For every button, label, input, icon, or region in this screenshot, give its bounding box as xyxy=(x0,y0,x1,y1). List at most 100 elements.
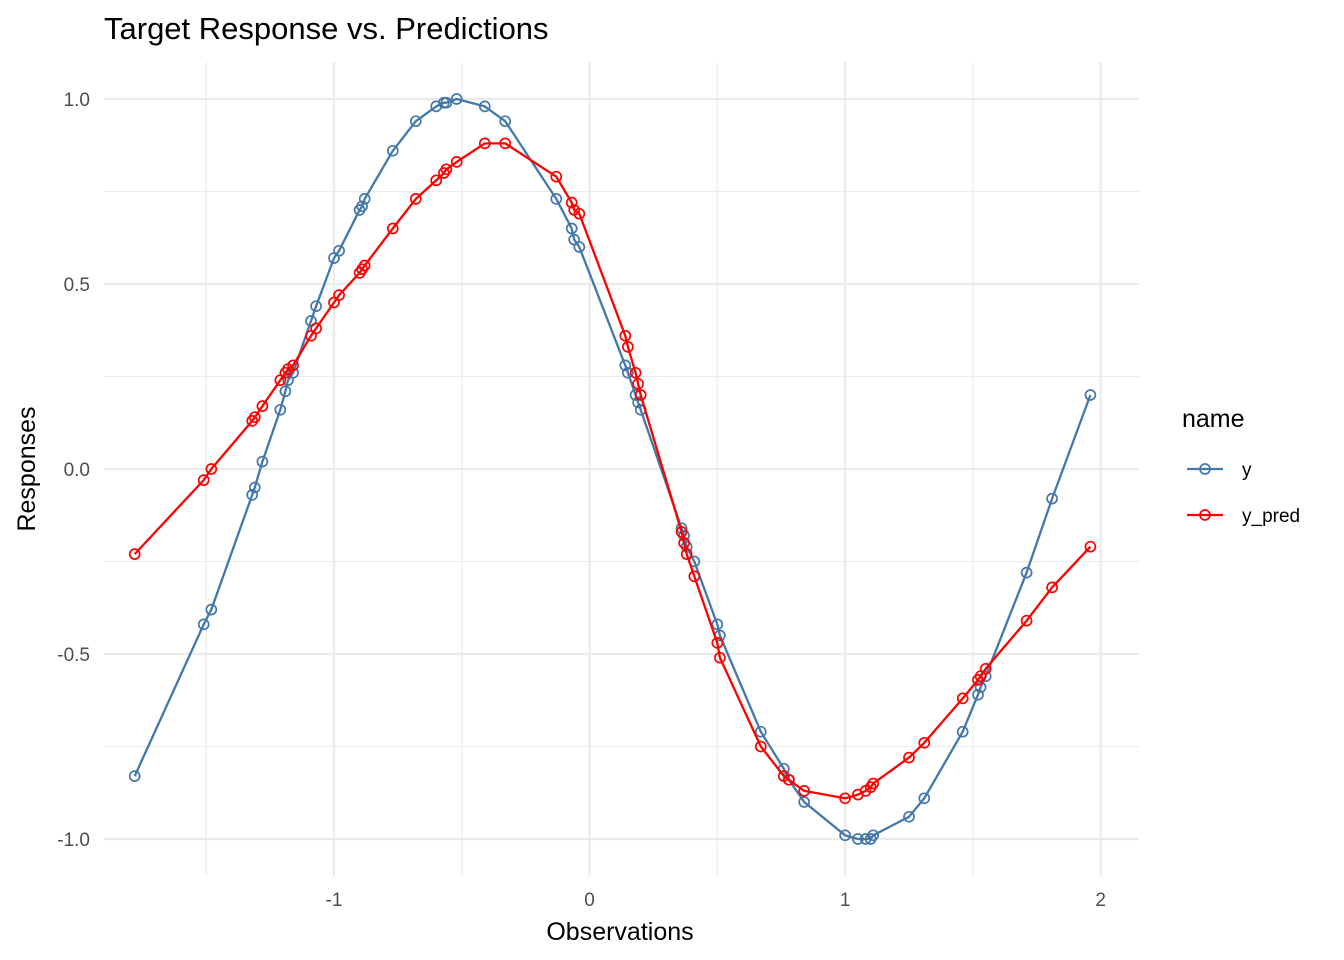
data-point-y_pred xyxy=(783,773,795,786)
x-tick-label: 1 xyxy=(840,890,851,911)
y-tick-label: -0.5 xyxy=(57,645,90,666)
data-point-y_pred xyxy=(409,193,422,205)
data-point-y xyxy=(358,193,371,205)
data-point-y_pred xyxy=(248,411,261,424)
data-point-y xyxy=(619,359,632,372)
data-point-y_pred xyxy=(440,163,453,176)
data-point-y xyxy=(450,93,463,105)
data-point-y_pred xyxy=(499,137,512,150)
data-point-y_pred xyxy=(386,222,399,235)
data-point-y_pred xyxy=(622,341,634,353)
data-point-y xyxy=(409,115,422,128)
data-point-y_pred xyxy=(839,792,851,805)
y-axis-ticks: -1.0 -0.5 0.0 0.5 1.0 xyxy=(57,90,90,851)
y-tick-label: 1.0 xyxy=(64,90,90,111)
x-tick-label: -1 xyxy=(326,890,343,911)
y-tick-label: -1.0 xyxy=(57,830,90,851)
data-point-y xyxy=(1020,566,1033,579)
data-point-y_pred xyxy=(197,474,210,486)
data-point-y_pred xyxy=(1020,614,1033,627)
data-point-y_pred xyxy=(205,463,218,475)
data-point-y_pred xyxy=(619,329,632,342)
data-point-y xyxy=(798,796,811,808)
data-point-y xyxy=(903,810,915,823)
legend-key-point xyxy=(1199,463,1211,475)
y-axis-title: Responses xyxy=(13,406,41,531)
data-point-y xyxy=(499,115,512,128)
x-axis-title: Observations xyxy=(546,918,693,946)
y-tick-label: 0.0 xyxy=(64,460,90,481)
data-point-y xyxy=(356,200,368,213)
data-point-y_pred xyxy=(680,548,693,560)
data-point-y_pred xyxy=(867,777,880,790)
legend-label: y xyxy=(1242,460,1252,481)
data-point-y_pred xyxy=(128,548,141,560)
data-point-y xyxy=(972,688,984,701)
data-point-y xyxy=(310,300,322,313)
data-point-y xyxy=(440,96,453,109)
data-point-y xyxy=(248,481,261,494)
data-point-y xyxy=(550,193,563,205)
data-point-y xyxy=(1046,492,1058,505)
data-point-y_pred xyxy=(903,751,915,764)
data-point-y xyxy=(839,829,851,842)
legend-title: name xyxy=(1182,405,1245,433)
data-point-y_pred xyxy=(478,137,491,150)
legend-label: y_pred xyxy=(1242,506,1300,527)
data-point-y_pred xyxy=(632,378,644,390)
data-point-y_pred xyxy=(688,570,701,583)
data-point-y_pred xyxy=(714,651,726,664)
data-point-y xyxy=(197,618,210,631)
data-point-y xyxy=(1084,389,1097,401)
data-point-y xyxy=(386,144,399,157)
data-point-y_pred xyxy=(634,389,647,401)
data-point-y_pred xyxy=(1046,581,1058,594)
x-tick-label: 0 xyxy=(584,890,595,911)
data-point-y xyxy=(711,618,724,631)
data-point-y xyxy=(256,455,269,468)
data-point-y_pred xyxy=(287,359,299,372)
data-point-y xyxy=(128,770,141,782)
chart-title: Target Response vs. Predictions xyxy=(104,11,549,46)
series-line-y_pred xyxy=(133,142,1092,800)
data-point-y xyxy=(279,385,292,398)
grid-lines xyxy=(104,62,1139,876)
x-axis-ticks: -1 0 1 2 xyxy=(326,890,1106,911)
data-point-y xyxy=(754,725,767,738)
data-point-y xyxy=(573,241,586,253)
data-point-y_pred xyxy=(979,662,992,675)
data-point-y_pred xyxy=(798,785,811,797)
legend-item-y_pred: y_pred xyxy=(1187,506,1300,527)
data-point-y xyxy=(852,833,864,845)
data-point-y xyxy=(274,403,287,416)
data-point-y xyxy=(974,681,987,694)
series-layer xyxy=(128,93,1097,845)
data-point-y xyxy=(478,100,491,113)
legend-items: y y_pred xyxy=(1187,460,1300,527)
data-point-y_pred xyxy=(256,400,269,412)
data-point-y xyxy=(246,489,259,501)
legend-key-point xyxy=(1199,509,1211,521)
data-point-y xyxy=(333,244,345,257)
data-point-y_pred xyxy=(565,196,578,209)
data-point-y_pred xyxy=(711,637,724,649)
data-point-y_pred xyxy=(754,740,767,753)
data-point-y_pred xyxy=(310,322,322,335)
y-tick-label: 0.5 xyxy=(64,275,90,296)
data-point-y_pred xyxy=(1084,540,1097,553)
data-point-y_pred xyxy=(430,174,443,187)
legend-item-y: y xyxy=(1187,460,1252,481)
series-y_pred xyxy=(128,137,1097,805)
data-point-y_pred xyxy=(550,170,563,183)
data-point-y_pred xyxy=(918,736,931,749)
data-point-y xyxy=(205,603,218,616)
x-tick-label: 2 xyxy=(1095,890,1106,911)
data-point-y xyxy=(622,366,634,379)
series-line-y xyxy=(133,97,1092,841)
data-point-y_pred xyxy=(450,156,463,168)
data-point-y_pred xyxy=(678,537,690,549)
data-point-y xyxy=(918,792,931,805)
data-point-y_pred xyxy=(956,692,969,705)
data-point-y xyxy=(956,725,969,738)
